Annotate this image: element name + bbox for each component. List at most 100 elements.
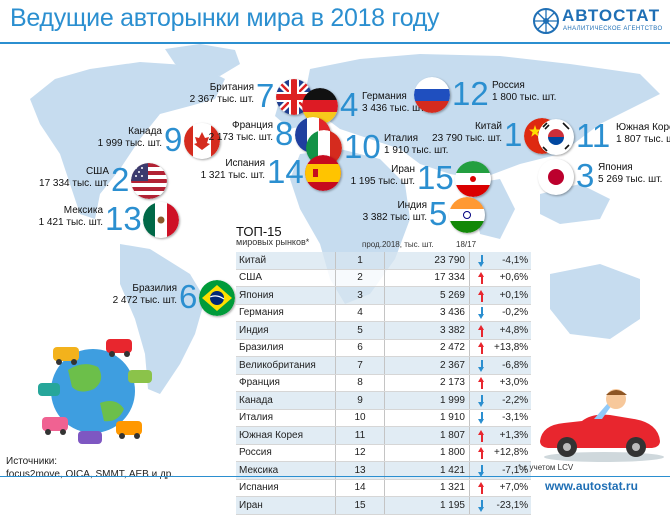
row-trend-cell [469, 374, 494, 392]
row-rank: 1 [335, 252, 385, 270]
table-row: Россия 12 1 800 +12,8% [236, 444, 532, 462]
logo-wheel-icon [533, 8, 559, 34]
row-change-percent: +0,6% [494, 269, 532, 287]
page-title: Ведущие авторынки мира в 2018 году [10, 4, 440, 32]
table-title: ТОП-15 [236, 224, 282, 239]
row-country-name: Канада [236, 391, 336, 410]
marker-country-name: Китай [474, 121, 502, 132]
table-row: США 2 17 334 +0,6% [236, 269, 532, 287]
sources-list: focus2move, OICA, SMMT, AEB и др. [6, 469, 175, 480]
marker-rank-number: 12 [452, 75, 489, 112]
arrow-up-icon [477, 324, 487, 337]
row-rank: 4 [335, 304, 385, 322]
logo-tagline: АНАЛИТИЧЕСКОЕ АГЕНТСТВО [563, 26, 663, 32]
row-country-name: Бразилия [236, 339, 336, 357]
marker-rank-number: 15 [417, 159, 454, 196]
row-rank: 5 [335, 321, 385, 340]
row-country-name: Китай [236, 252, 336, 270]
globe-cars-illustration [38, 339, 152, 444]
row-change-percent: +1,3% [494, 426, 532, 445]
marker-rank-number: 5 [429, 195, 448, 232]
canada-flag-icon [184, 123, 220, 159]
arrow-up-icon [477, 342, 487, 355]
row-sales-volume: 2 173 [384, 374, 470, 392]
row-sales-volume: 1 800 [384, 444, 470, 462]
spain-flag-icon [305, 155, 341, 191]
marker-rank-number: 4 [340, 86, 359, 123]
table-row: Испания 14 1 321 +7,0% [236, 479, 532, 497]
table-row: Южная Корея 11 1 807 +1,3% [236, 426, 532, 445]
row-country-name: Иран [236, 496, 336, 515]
row-change-percent: +0,1% [494, 286, 532, 305]
row-change-percent: +12,8% [494, 444, 532, 462]
logo-name: АВТОСТАТ [562, 6, 661, 25]
arrow-down-icon [477, 254, 487, 267]
marker-country-name: Индия [397, 200, 427, 211]
row-change-percent: +4,8% [494, 321, 532, 340]
row-sales-volume: 2 367 [384, 356, 470, 375]
row-trend-cell [469, 496, 494, 515]
marker-country-name: Канада [128, 126, 162, 137]
marker-sales-value: 1 807 тыс. шт. [616, 134, 670, 145]
row-trend-cell [469, 479, 494, 497]
marker-rank-number: 3 [576, 157, 595, 194]
marker-sales-value: 1 195 тыс. шт. [350, 176, 415, 187]
row-sales-volume: 2 472 [384, 339, 470, 357]
marker-sales-value: 2 472 тыс. шт. [112, 295, 177, 306]
row-change-percent: -0,2% [494, 304, 532, 322]
sources-note: Источники: focus2move, OICA, SMMT, AEB и… [6, 455, 174, 481]
arrow-down-icon [477, 394, 487, 407]
website-link[interactable]: www.autostat.ru [545, 479, 638, 493]
row-sales-volume: 5 269 [384, 286, 470, 305]
table-row: Франция 8 2 173 +3,0% [236, 374, 532, 392]
russia-flag-icon [414, 77, 450, 113]
marker-country-name: Мексика [63, 205, 103, 216]
arrow-down-icon [477, 499, 487, 512]
table-row: Великобритания 7 2 367 -6,8% [236, 356, 532, 375]
row-trend-cell [469, 356, 494, 375]
marker-country-name: Британия [209, 82, 254, 93]
row-country-name: Мексика [236, 461, 336, 480]
row-trend-cell [469, 339, 494, 357]
row-sales-volume: 3 436 [384, 304, 470, 322]
table-row: Индия 5 3 382 +4,8% [236, 321, 532, 340]
marker-rank-number: 10 [344, 128, 381, 165]
row-trend-cell [469, 269, 494, 287]
table-row: Мексика 13 1 421 -7,1% [236, 461, 532, 480]
arrow-down-icon [477, 412, 487, 425]
marker-country-name: Бразилия [132, 283, 177, 294]
row-rank: 2 [335, 269, 385, 287]
marker-sales-value: 1 321 тыс. шт. [200, 170, 265, 181]
marker-rank-number: 9 [164, 121, 183, 158]
row-sales-volume: 1 999 [384, 391, 470, 410]
row-country-name: Индия [236, 321, 336, 340]
row-trend-cell [469, 444, 494, 462]
row-rank: 14 [335, 479, 385, 497]
footer-divider [0, 476, 670, 477]
row-trend-cell [469, 252, 494, 270]
row-rank: 7 [335, 356, 385, 375]
row-country-name: Франция [236, 374, 336, 392]
row-change-percent: +3,0% [494, 374, 532, 392]
marker-rank-number: 14 [267, 153, 304, 190]
row-country-name: Испания [236, 479, 336, 497]
mexico-flag-icon [143, 202, 179, 238]
arrow-up-icon [477, 289, 487, 302]
sources-label: Источники: [6, 456, 58, 467]
marker-rank-number: 1 [504, 116, 523, 153]
marker-rank-number: 7 [256, 77, 275, 114]
marker-sales-value: 17 334 тыс. шт. [39, 178, 109, 189]
row-rank: 11 [335, 426, 385, 445]
arrow-up-icon [477, 447, 487, 460]
row-sales-volume: 1 195 [384, 496, 470, 515]
marker-country-name: Южная Корея [616, 122, 670, 133]
marker-sales-value: 2 367 тыс. шт. [189, 94, 254, 105]
table-row: Китай 1 23 790 -4,1% [236, 252, 532, 270]
marker-rank-number: 13 [105, 200, 142, 237]
marker-country-name: Франция [232, 120, 273, 131]
row-sales-volume: 1 421 [384, 461, 470, 480]
row-change-percent: -2,2% [494, 391, 532, 410]
arrow-up-icon [477, 482, 487, 495]
marker-sales-value: 2 173 тыс. шт. [208, 132, 273, 143]
arrow-up-icon [477, 429, 487, 442]
